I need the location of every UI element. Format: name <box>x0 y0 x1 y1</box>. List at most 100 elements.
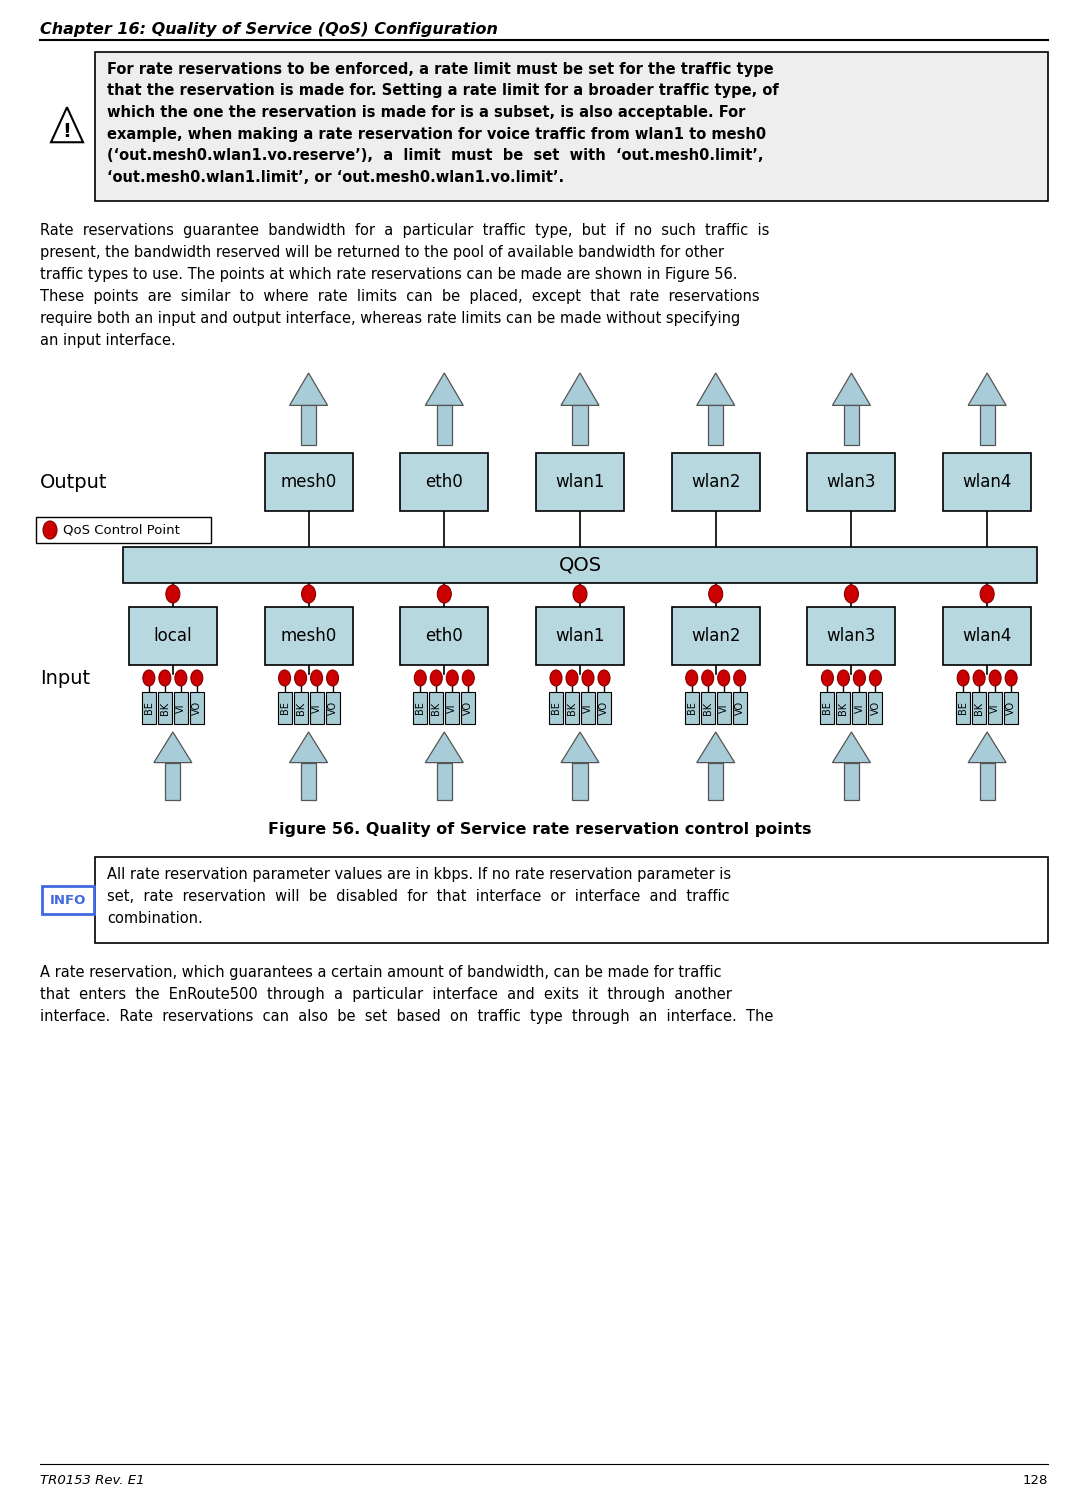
Text: VI: VI <box>583 703 593 713</box>
Text: Chapter 16: Quality of Service (QoS) Configuration: Chapter 16: Quality of Service (QoS) Con… <box>40 22 498 37</box>
Bar <box>265 607 352 665</box>
Text: VI: VI <box>990 703 1000 713</box>
Bar <box>265 454 352 510</box>
Text: Input: Input <box>40 670 90 688</box>
Ellipse shape <box>143 670 154 686</box>
Text: wlan3: wlan3 <box>826 627 876 645</box>
Ellipse shape <box>311 670 323 686</box>
Ellipse shape <box>981 585 995 603</box>
Polygon shape <box>833 373 870 406</box>
Text: wlan4: wlan4 <box>962 473 1012 491</box>
Polygon shape <box>980 762 995 800</box>
Text: wlan3: wlan3 <box>826 473 876 491</box>
Polygon shape <box>843 762 859 800</box>
Polygon shape <box>436 762 451 800</box>
Bar <box>943 607 1031 665</box>
Bar <box>325 692 339 724</box>
Ellipse shape <box>973 670 985 686</box>
Ellipse shape <box>708 585 723 603</box>
Bar <box>836 692 850 724</box>
Bar <box>732 692 746 724</box>
Text: Output: Output <box>40 473 108 491</box>
Polygon shape <box>833 733 870 762</box>
Text: that the reservation is made for. Setting a rate limit for a broader traffic typ: that the reservation is made for. Settin… <box>107 84 779 98</box>
Text: require both an input and output interface, whereas rate limits can be made with: require both an input and output interfa… <box>40 310 740 325</box>
Text: QoS Control Point: QoS Control Point <box>63 524 180 537</box>
Text: an input interface.: an input interface. <box>40 333 176 348</box>
Text: VI: VI <box>718 703 729 713</box>
Polygon shape <box>436 406 451 445</box>
Text: set,  rate  reservation  will  be  disabled  for  that  interface  or  interface: set, rate reservation will be disabled f… <box>107 889 730 904</box>
Polygon shape <box>153 733 192 762</box>
Bar <box>42 886 94 915</box>
Text: VO: VO <box>599 701 609 715</box>
Text: combination.: combination. <box>107 912 203 927</box>
Bar <box>129 607 217 665</box>
Text: BK: BK <box>703 701 713 715</box>
Bar <box>141 692 156 724</box>
Bar <box>1004 692 1018 724</box>
Text: which the one the reservation is made for is a subset, is also acceptable. For: which the one the reservation is made fo… <box>107 104 745 119</box>
Text: example, when making a rate reservation for voice traffic from wlan1 to mesh0: example, when making a rate reservation … <box>107 127 766 142</box>
Ellipse shape <box>837 670 850 686</box>
Bar <box>95 856 1048 943</box>
Ellipse shape <box>853 670 865 686</box>
Text: BK: BK <box>567 701 577 715</box>
Text: BE: BE <box>416 701 426 715</box>
Text: traffic types to use. The points at which rate reservations can be made are show: traffic types to use. The points at whic… <box>40 267 738 282</box>
Text: VO: VO <box>1007 701 1016 715</box>
Bar <box>988 692 1002 724</box>
Polygon shape <box>301 762 316 800</box>
Bar <box>956 692 970 724</box>
Bar <box>597 692 611 724</box>
Polygon shape <box>561 373 599 406</box>
Polygon shape <box>980 406 995 445</box>
Bar <box>294 692 308 724</box>
Text: wlan4: wlan4 <box>962 627 1012 645</box>
Ellipse shape <box>869 670 881 686</box>
Text: local: local <box>153 627 192 645</box>
Bar <box>717 692 731 724</box>
Polygon shape <box>708 762 724 800</box>
Bar <box>549 692 563 724</box>
Bar <box>808 607 895 665</box>
Text: !: ! <box>63 122 71 142</box>
Bar <box>943 454 1031 510</box>
Text: VO: VO <box>463 701 473 715</box>
Text: wlan2: wlan2 <box>691 473 741 491</box>
Text: VO: VO <box>870 701 880 715</box>
Ellipse shape <box>582 670 594 686</box>
Text: A rate reservation, which guarantees a certain amount of bandwidth, can be made : A rate reservation, which guarantees a c… <box>40 965 721 980</box>
Polygon shape <box>708 406 724 445</box>
Polygon shape <box>561 733 599 762</box>
Ellipse shape <box>573 585 588 603</box>
Ellipse shape <box>957 670 969 686</box>
Ellipse shape <box>1005 670 1017 686</box>
Text: eth0: eth0 <box>426 473 463 491</box>
Bar <box>685 692 699 724</box>
Text: BE: BE <box>687 701 697 715</box>
Text: mesh0: mesh0 <box>281 627 337 645</box>
Ellipse shape <box>166 585 180 603</box>
Text: BK: BK <box>296 701 306 715</box>
Bar <box>821 692 835 724</box>
Polygon shape <box>968 733 1007 762</box>
Ellipse shape <box>43 521 57 539</box>
Bar <box>414 692 428 724</box>
Bar <box>401 607 488 665</box>
Polygon shape <box>843 406 859 445</box>
Bar <box>868 692 882 724</box>
Bar <box>808 454 895 510</box>
Bar <box>672 607 759 665</box>
Polygon shape <box>165 762 180 800</box>
Text: 128: 128 <box>1023 1474 1048 1488</box>
Text: QOS: QOS <box>558 555 602 574</box>
Bar <box>445 692 459 724</box>
Bar <box>536 607 624 665</box>
Ellipse shape <box>822 670 834 686</box>
Text: BE: BE <box>280 701 289 715</box>
Bar <box>565 692 579 724</box>
Bar <box>95 52 1048 201</box>
Text: wlan1: wlan1 <box>555 627 605 645</box>
Bar <box>401 454 488 510</box>
